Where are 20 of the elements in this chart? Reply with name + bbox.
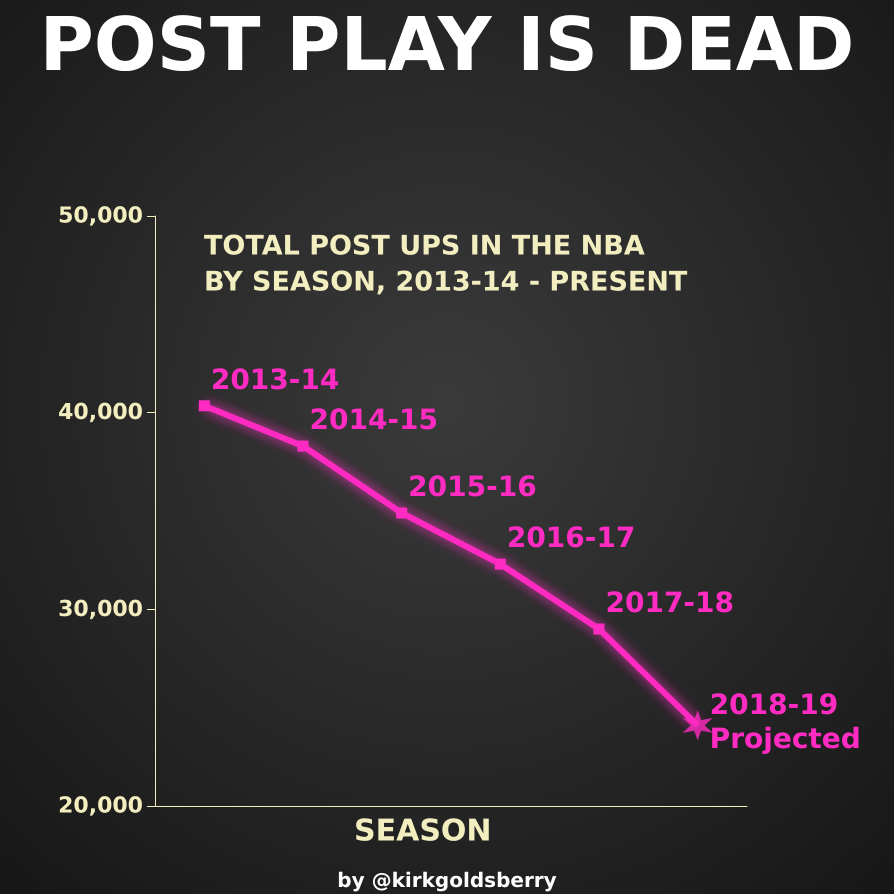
x-axis-title: SEASON bbox=[354, 814, 492, 848]
point bbox=[494, 558, 506, 570]
y-tick-label: 50,000 bbox=[58, 204, 143, 228]
text: TOTAL POST UPS IN THE NBA BY SEASON, 2013-14 - PRESENT bbox=[204, 230, 688, 298]
y-tick-label: 20,000 bbox=[58, 794, 143, 818]
point bbox=[594, 624, 604, 634]
point bbox=[198, 400, 210, 412]
point bbox=[682, 710, 713, 740]
data-label: 2015-16 bbox=[408, 470, 537, 503]
y-tick-label: 30,000 bbox=[58, 596, 143, 622]
data-label: 2017-18 bbox=[606, 586, 734, 619]
data-label: 2018-19 Projected bbox=[710, 688, 861, 755]
point bbox=[396, 507, 408, 518]
data-label: 2016-17 bbox=[506, 521, 636, 554]
data-label: 2013-14 bbox=[210, 362, 340, 396]
point bbox=[298, 440, 308, 452]
data-label: 2014-15 bbox=[310, 403, 438, 436]
text: by @kirkgoldsberry bbox=[337, 868, 557, 892]
chart-title: POST PLAY IS DEAD bbox=[40, 2, 854, 88]
y-tick-label: 40,000 bbox=[58, 400, 143, 426]
